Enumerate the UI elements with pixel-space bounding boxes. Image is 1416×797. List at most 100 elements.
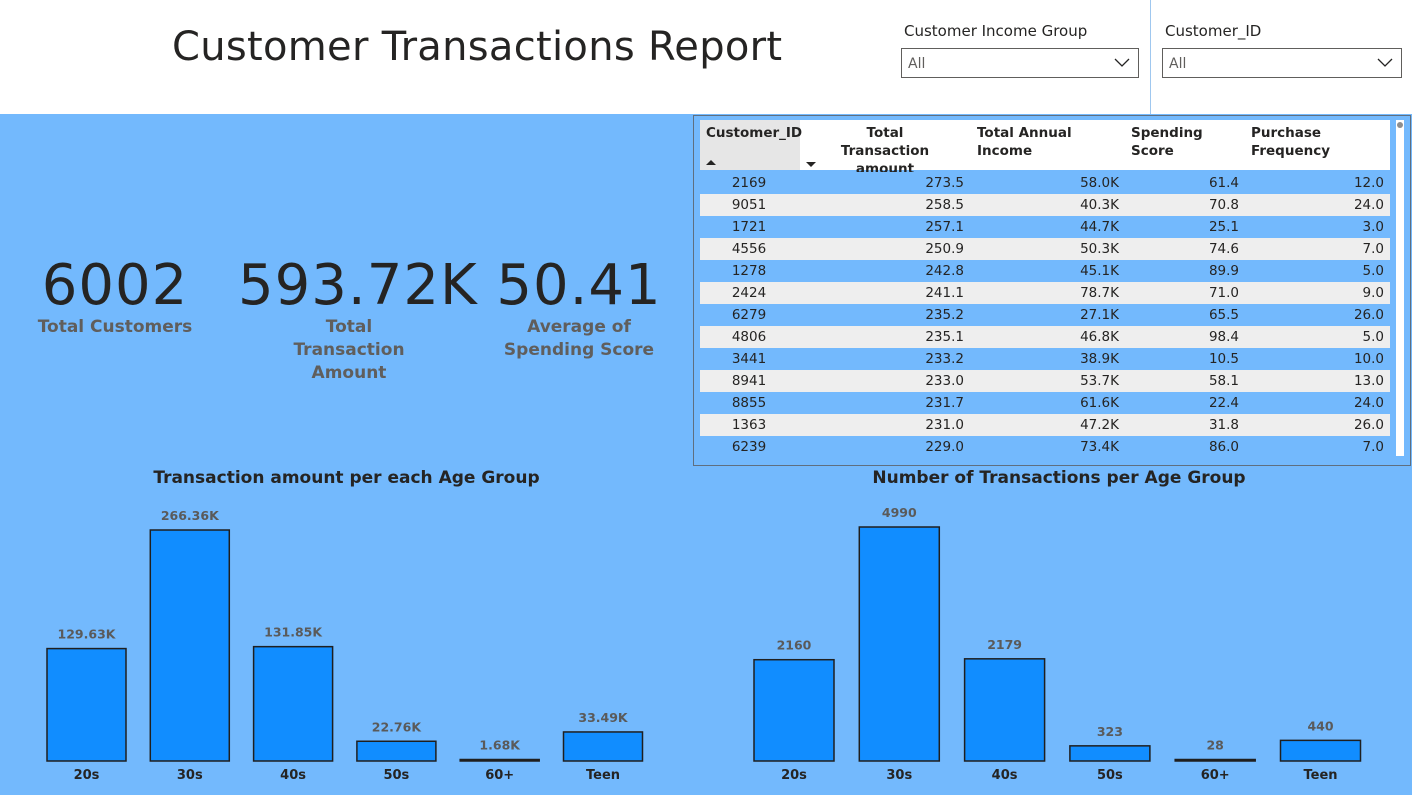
bar-60-plus[interactable] (1174, 758, 1256, 762)
table-row[interactable]: 2424 241.1 78.7K 71.0 9.0 (700, 282, 1390, 304)
income-group-dropdown[interactable]: All (901, 48, 1139, 78)
bar-20s[interactable] (753, 658, 835, 762)
table-cell: 78.7K (1080, 285, 1119, 301)
chart-title: Transaction amount per each Age Group (153, 468, 540, 488)
caret-up-icon (706, 160, 716, 165)
table-row[interactable]: 1721 257.1 44.7K 25.1 3.0 (700, 216, 1390, 238)
chart-transaction-amount-by-age: Transaction amount per each Age Group 12… (0, 466, 693, 796)
table-row[interactable]: 2169 273.5 58.0K 61.4 12.0 (700, 172, 1390, 194)
chart-plot-area: 129.63K 20s 266.36K 30s 131.85K 40s 22.76K 50s 1… (46, 508, 644, 783)
table-row[interactable]: 6279 235.2 27.1K 65.5 26.0 (700, 304, 1390, 326)
column-header-total-annual-income[interactable]: Total Annual Income (970, 120, 1125, 170)
x-tick-label: 20s (781, 768, 807, 783)
table-cell: 65.5 (1208, 307, 1239, 323)
table-cell: 1363 (731, 417, 767, 433)
card-total-customers[interactable]: 6002 Total Customers (20, 256, 210, 339)
x-tick-label: 30s (886, 768, 912, 783)
customer-income-group-slicer: Customer Income Group All (901, 0, 1139, 114)
bar-30s[interactable] (149, 529, 231, 762)
chevron-down-icon (1377, 58, 1393, 67)
table-cell: 58.1 (1208, 373, 1239, 389)
table-cell: 241.1 (925, 285, 964, 301)
report-title: Customer Transactions Report (172, 24, 783, 70)
table-cell: 1721 (731, 219, 767, 235)
table-cell: 5.0 (1362, 329, 1384, 345)
report-header: Customer Transactions Report Customer In… (0, 0, 1416, 114)
column-header-label: Purchase Frequency (1251, 125, 1331, 159)
data-label: 129.63K (58, 627, 117, 642)
x-tick-label: 20s (74, 768, 100, 783)
bar-50s[interactable] (356, 740, 437, 762)
table-cell: 3.0 (1362, 219, 1384, 235)
bar-40s[interactable] (963, 658, 1046, 762)
data-label: 440 (1307, 718, 1333, 733)
bar-40s[interactable] (252, 645, 334, 762)
bar-teen[interactable] (562, 731, 644, 762)
table-cell: 1278 (731, 263, 767, 279)
data-label: 4990 (882, 505, 917, 520)
table-scrollbar[interactable] (1396, 120, 1404, 456)
bar-20s[interactable] (46, 647, 127, 762)
table-cell: 8855 (731, 395, 767, 411)
scrollbar-thumb[interactable] (1397, 122, 1403, 128)
column-header-label: Customer_ID (706, 125, 803, 141)
card-label-total-customers: Total Customers (37, 317, 193, 337)
column-header-spending-score[interactable]: Spending Score (1125, 120, 1245, 170)
table-cell: 12.0 (1353, 175, 1384, 191)
table-cell: 24.0 (1353, 395, 1384, 411)
table-cell: 2169 (731, 175, 767, 191)
bar-60-plus[interactable] (459, 758, 540, 762)
bar-30s[interactable] (858, 526, 941, 762)
table-cell: 45.1K (1080, 263, 1119, 279)
slicer-label-customer-id: Customer_ID (1165, 22, 1262, 40)
column-header-customer-id[interactable]: Customer_ID (700, 120, 803, 170)
slicer-label-income-group: Customer Income Group (904, 22, 1088, 40)
table-cell: 242.8 (925, 263, 964, 279)
table-cell: 250.9 (925, 241, 964, 257)
table-cell: 98.4 (1208, 329, 1239, 345)
table-cell: 44.7K (1080, 219, 1119, 235)
data-label: 2160 (777, 638, 812, 653)
customer-id-dropdown[interactable]: All (1162, 48, 1402, 78)
card-average-spending-score[interactable]: 50.41 Average of Spending Score (484, 256, 674, 362)
table-row[interactable]: 9051 258.5 40.3K 70.8 24.0 (700, 194, 1390, 216)
table-cell: 61.4 (1208, 175, 1239, 191)
table-row[interactable]: 1363 231.0 47.2K 31.8 26.0 (700, 414, 1390, 436)
table-row[interactable]: 4806 235.1 46.8K 98.4 5.0 (700, 326, 1390, 348)
table-cell: 71.0 (1208, 285, 1239, 301)
income-group-selected-value: All (908, 56, 926, 72)
table-cell: 38.9K (1080, 351, 1119, 367)
data-label: 266.36K (161, 508, 220, 523)
caret-down-icon (806, 162, 816, 167)
chart-plot-area: 2160 20s 4990 30s 2179 40s 323 50s 28 60+ 440 Teen (753, 505, 1362, 783)
table-cell: 6279 (731, 307, 767, 323)
customer-id-selected-value: All (1169, 56, 1187, 72)
column-header-purchase-frequency[interactable]: Purchase Frequency (1245, 120, 1390, 170)
table-cell: 26.0 (1353, 417, 1384, 433)
data-label: 28 (1206, 738, 1223, 753)
data-label: 22.76K (372, 719, 423, 734)
table-cell: 27.1K (1080, 307, 1119, 323)
customer-table[interactable]: Customer_ID Total Transaction amount Tot… (693, 115, 1411, 466)
column-header-total-transaction-amount[interactable]: Total Transaction amount (800, 120, 970, 177)
table-row[interactable]: 8941 233.0 53.7K 58.1 13.0 (700, 370, 1390, 392)
bar-50s[interactable] (1069, 745, 1151, 762)
card-total-transaction-amount[interactable]: 593.72K Total Transaction Amount (238, 253, 478, 385)
table-cell: 22.4 (1208, 395, 1239, 411)
card-value-total-transaction-amount: 593.72K (238, 253, 478, 318)
x-tick-label: 60+ (485, 768, 514, 783)
table-row[interactable]: 3441 233.2 38.9K 10.5 10.0 (700, 348, 1390, 370)
table-row[interactable]: 8855 231.7 61.6K 22.4 24.0 (700, 392, 1390, 414)
table-row[interactable]: 6239 229.0 73.4K 86.0 7.0 (700, 436, 1390, 458)
table-row[interactable]: 1278 242.8 45.1K 89.9 5.0 (700, 260, 1390, 282)
x-tick-label: 50s (383, 768, 409, 783)
table-cell: 24.0 (1353, 197, 1384, 213)
table-rows: 2169 273.5 58.0K 61.4 12.0 9051 258.5 40.3K 70.8… (700, 172, 1390, 458)
table-row[interactable]: 4556 250.9 50.3K 74.6 7.0 (700, 238, 1390, 260)
table-body: Customer_ID Total Transaction amount Tot… (700, 120, 1390, 458)
table-cell: 5.0 (1362, 263, 1384, 279)
x-tick-label: Teen (586, 768, 620, 783)
table-cell: 231.0 (925, 417, 964, 433)
bar-teen[interactable] (1279, 739, 1362, 762)
table-cell: 235.2 (925, 307, 964, 323)
